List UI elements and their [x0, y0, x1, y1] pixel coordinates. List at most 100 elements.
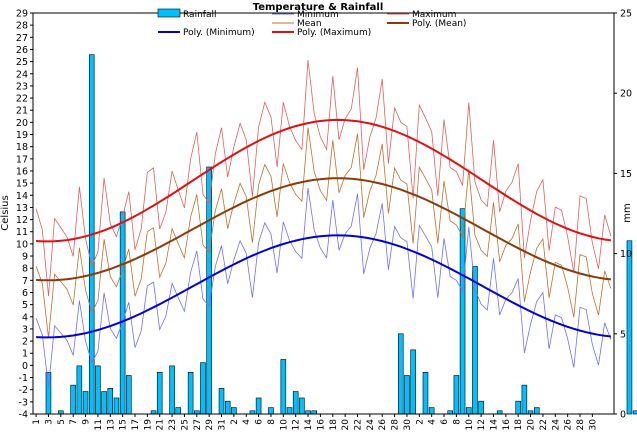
- y-left-tick-label: 2: [22, 337, 28, 348]
- poly-minimum-line: [36, 234, 612, 339]
- x-tick-label: 20: [341, 419, 351, 431]
- rainfall-bar: [397, 333, 404, 415]
- x-tick-label: 31: [218, 419, 228, 430]
- legend-label: Minimum: [297, 10, 339, 20]
- y-left-tick-label: 23: [16, 81, 28, 92]
- rainfall-bar: [101, 391, 107, 415]
- x-tick-label: 3: [44, 419, 54, 425]
- x-tick-label: 25: [180, 419, 190, 430]
- x-tick-label: 5: [57, 419, 67, 425]
- rainfall-bar: [95, 365, 101, 415]
- x-tick-label: 2: [415, 419, 425, 425]
- x-tick-label: 12: [477, 419, 487, 430]
- y-left-tick-label: 25: [16, 57, 28, 68]
- rainfall-bar: [175, 407, 182, 415]
- y-left-tick-label: 5: [22, 300, 28, 311]
- x-tick-label: 6: [440, 419, 450, 425]
- y-axis-left-label: Celsius: [0, 195, 11, 230]
- x-tick-label: 11: [94, 419, 104, 430]
- y-right-tick-label: 10: [620, 249, 632, 260]
- y-left-tick-label: 10: [16, 239, 28, 250]
- x-tick-label: 22: [353, 419, 363, 430]
- minimum-line: [35, 187, 612, 387]
- legend-label: Poly. (Mean): [412, 19, 466, 29]
- rainfall-bar: [404, 375, 410, 415]
- y-left-tick-label: 28: [16, 21, 28, 32]
- y-left-tick-label: 3: [22, 324, 28, 335]
- legend-label: Maximum: [412, 10, 456, 20]
- rainfall-bar: [268, 407, 274, 415]
- rainfall-bar: [428, 407, 435, 415]
- x-axis: 1 3 5 7 9 11 13 15 17 19 21 23 25 27 29 31 2 4 6 8 10 12 14 16 1…: [32, 414, 598, 430]
- rainfall-bar: [156, 371, 163, 415]
- x-tick-label: 24: [551, 419, 561, 431]
- legend-label: Rainfall: [183, 10, 216, 20]
- rainfall-bar: [515, 400, 521, 415]
- legend-label: Mean: [297, 19, 322, 29]
- rainfall-bar: [126, 375, 132, 415]
- x-tick-label: 1: [32, 419, 42, 425]
- rainfall-bar: [632, 410, 637, 415]
- x-tick-label: 2: [230, 419, 240, 425]
- y-left-tick-label: 26: [16, 45, 28, 56]
- rainfall-bar: [218, 388, 225, 415]
- y-left-tick-label: -1: [19, 373, 28, 384]
- rainfall-bar: [533, 407, 540, 415]
- rainfall-bar: [292, 391, 299, 415]
- y-left-tick-label: 13: [16, 203, 28, 214]
- y-left-tick-label: 8: [22, 264, 28, 275]
- y-left-tick-label: 15: [16, 179, 28, 190]
- rainfall-bar: [422, 371, 429, 415]
- rainfall-bar: [224, 400, 231, 415]
- x-tick-label: 20: [527, 419, 537, 431]
- y-left-tick-label: 18: [16, 142, 28, 153]
- rainfall-bar: [113, 397, 120, 415]
- x-tick-label: 30: [588, 419, 598, 431]
- y-left-tick-label: 22: [16, 94, 28, 105]
- poly-maximum-line: [36, 118, 612, 243]
- x-tick-label: 14: [304, 419, 314, 431]
- x-tick-label: 26: [564, 419, 574, 431]
- y-left-tick-label: 24: [16, 69, 28, 80]
- poly-mean-line: [36, 177, 612, 282]
- x-tick-label: 16: [316, 419, 326, 431]
- x-tick-label: 9: [82, 419, 92, 425]
- legend-swatch-rainfall: [157, 8, 181, 18]
- y-left-tick-label: 17: [16, 154, 28, 165]
- rainfall-bar: [119, 211, 126, 415]
- x-tick-label: 28: [391, 419, 401, 431]
- y-left-tick-label: 4: [22, 312, 28, 323]
- y-axis-right-label: mm: [622, 203, 633, 222]
- x-tick-label: 4: [428, 419, 438, 425]
- legend-label: Poly. (Minimum): [183, 28, 255, 38]
- x-tick-label: 14: [489, 419, 499, 431]
- y-right-tick-label: 0: [620, 410, 626, 421]
- rainfall-bar: [82, 391, 89, 415]
- rainfall-bar: [107, 388, 114, 415]
- x-tick-label: 22: [539, 419, 549, 430]
- y-left-tick-label: 12: [16, 215, 28, 226]
- y-right-tick-label: 25: [620, 9, 632, 20]
- x-tick-label: 21: [156, 419, 166, 430]
- rainfall-bar: [453, 375, 460, 415]
- y-right-tick-label: 20: [620, 89, 632, 100]
- rainfall-bar: [410, 349, 416, 415]
- y-left-tick-label: -2: [19, 385, 28, 396]
- x-tick-label: 18: [329, 419, 339, 431]
- rainfall-bar: [299, 397, 305, 415]
- y-left-tick-label: 29: [16, 9, 28, 20]
- x-tick-label: 24: [366, 419, 376, 431]
- x-tick-label: 16: [502, 419, 512, 431]
- y-left-tick-label: 7: [22, 276, 28, 287]
- rainfall-bar: [521, 384, 528, 415]
- x-tick-label: 26: [378, 419, 388, 431]
- rainfall-bar: [76, 365, 83, 415]
- x-tick-label: 15: [119, 419, 129, 430]
- rainfall-bar: [286, 407, 293, 415]
- x-tick-label: 4: [242, 419, 252, 425]
- y-right-tick-label: 5: [620, 329, 626, 340]
- x-tick-label: 8: [267, 419, 277, 425]
